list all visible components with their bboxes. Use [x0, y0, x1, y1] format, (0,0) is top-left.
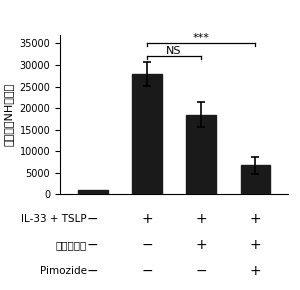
Text: −: −	[87, 264, 98, 278]
Bar	[78, 190, 107, 194]
Y-axis label: 肺の中のNH細胞数: 肺の中のNH細胞数	[4, 83, 14, 146]
Text: −: −	[141, 264, 153, 278]
Bar	[241, 165, 270, 194]
Text: +: +	[250, 238, 261, 252]
Text: +: +	[141, 212, 153, 226]
Text: +: +	[250, 264, 261, 278]
Text: IL-33 + TSLP: IL-33 + TSLP	[21, 214, 87, 224]
Text: Pimozide: Pimozide	[40, 266, 87, 276]
Text: −: −	[87, 238, 98, 252]
Text: ***: ***	[193, 33, 210, 43]
Bar	[132, 74, 162, 194]
Text: +: +	[195, 212, 207, 226]
Text: ステロイド: ステロイド	[55, 240, 87, 250]
Text: +: +	[250, 212, 261, 226]
Text: −: −	[87, 212, 98, 226]
Bar	[186, 115, 216, 194]
Text: −: −	[141, 238, 153, 252]
Text: −: −	[195, 264, 207, 278]
Text: +: +	[195, 238, 207, 252]
Text: NS: NS	[166, 46, 182, 56]
